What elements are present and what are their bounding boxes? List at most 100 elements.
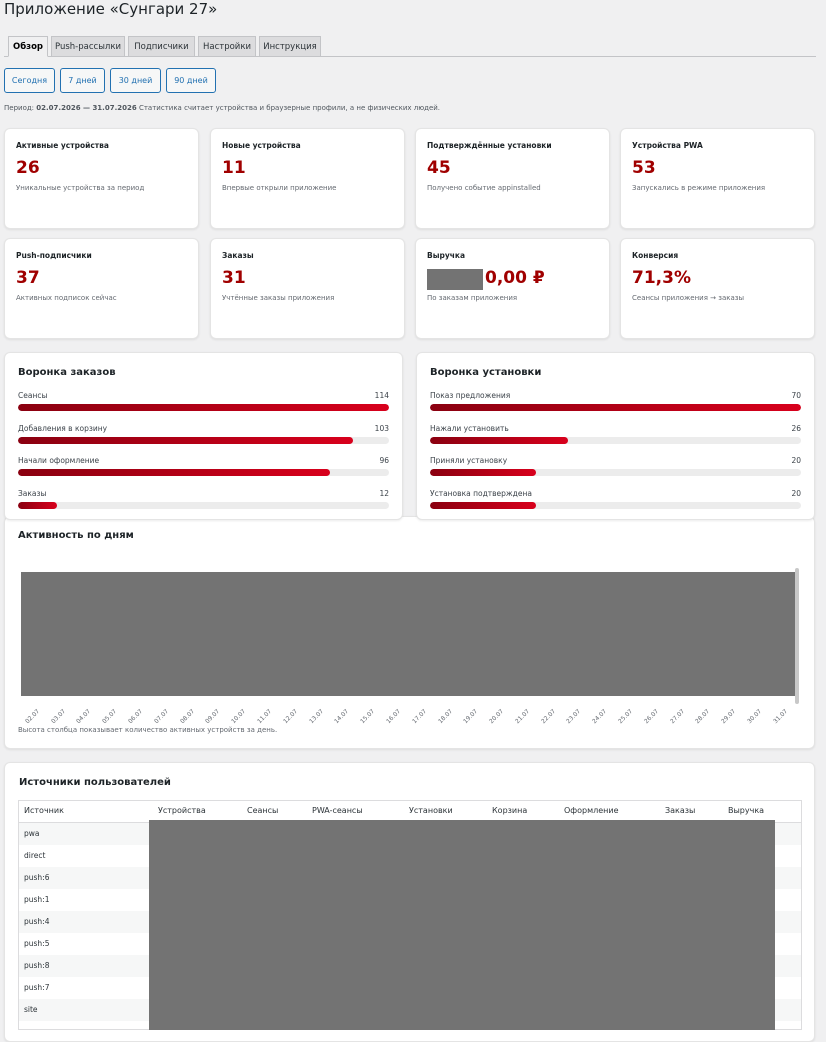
row-label: site (24, 1005, 38, 1014)
step-label: Начали оформление (18, 456, 100, 465)
step-value: 114 (374, 391, 389, 400)
step-track (430, 404, 801, 411)
sources-title: Источники пользователей (19, 777, 171, 788)
step-label: Сеансы (18, 391, 48, 400)
row-label: direct (24, 851, 46, 860)
stat-card: Push-подписчики 37 Активных подписок сейча… (4, 238, 199, 339)
redacted-chart (21, 572, 795, 696)
column-header: Заказы (665, 806, 696, 815)
row-label: push:1 (24, 895, 50, 904)
step-label: Добавления в корзину (18, 423, 108, 433)
card-title: Подтверждённые установки (427, 141, 552, 150)
row-label: pwa (24, 829, 40, 838)
funnel-panel: Воронка заказов Сеансы 114 Добавления в кор… (4, 352, 403, 520)
card-subtitle: По заказам приложения (427, 294, 518, 302)
card-value: 45 (427, 158, 451, 178)
card-value: 37 (16, 268, 40, 288)
step-bar (18, 436, 354, 444)
step-track (430, 436, 801, 444)
column-header: Сеансы (247, 806, 279, 815)
step-value: 103 (374, 423, 389, 433)
step-bar (430, 436, 568, 444)
card-title: Новые устройства (222, 141, 301, 150)
step-bar (430, 404, 801, 411)
card-title: Push-подписчики (16, 251, 92, 260)
period-range: 02.07.2026 — 31.07.2026 (36, 104, 137, 112)
step-track (430, 469, 801, 476)
card-subtitle: Впервые открыли приложение (222, 184, 337, 192)
step-label: Приняли установку (430, 456, 508, 465)
step-label: Установка подтверждена (430, 488, 532, 498)
page-title: Приложение «Сунгари 27» (4, 0, 218, 18)
card-subtitle: Запускались в режиме приложения (632, 184, 766, 192)
card-value: 31 (222, 268, 246, 288)
row-label: push:4 (24, 917, 50, 926)
tab[interactable]: Подписчики (128, 36, 195, 57)
step-track (18, 436, 389, 444)
funnel-title: Воронка заказов (18, 367, 116, 378)
tab-divider (4, 56, 816, 57)
stat-card: Подтверждённые установки 45 Получено событ… (415, 128, 610, 229)
step-value: 12 (379, 488, 389, 498)
column-header: Выручка (728, 806, 765, 815)
column-header: Устройства (158, 806, 206, 815)
step-value: 70 (791, 391, 801, 400)
row-label: push:7 (24, 983, 50, 992)
row-label: push:6 (24, 873, 50, 882)
period-note: Статистика считает устройства и браузерн… (138, 104, 441, 112)
stat-card: Новые устройства 11 Впервые открыли прилож… (210, 128, 405, 229)
step-label: Заказы (18, 488, 47, 498)
row-label: push:5 (24, 939, 50, 948)
step-value: 20 (791, 456, 801, 465)
step-bar (430, 469, 536, 476)
stat-card: Выручка 0,00 ₽ По заказам приложения (415, 238, 610, 339)
step-value: 20 (791, 488, 801, 498)
period-button[interactable]: 30 дней (110, 68, 161, 93)
period-line: Период: 02.07.2026 — 31.07.2026 Статисти… (4, 104, 440, 112)
tab[interactable]: Инструкция (259, 36, 321, 57)
step-bar (18, 469, 331, 476)
card-value: 71,3% (632, 268, 691, 288)
column-header: Оформление (564, 806, 619, 815)
step-bar (18, 404, 389, 411)
stat-card: Заказы 31 Учтённые заказы приложения (210, 238, 405, 339)
tab[interactable]: Обзор (8, 36, 48, 57)
step-value: 96 (379, 456, 389, 465)
card-subtitle: Сеансы приложения → заказы (632, 294, 745, 302)
column-header: Источник (24, 806, 64, 815)
card-value: 0,00 ₽ (485, 268, 545, 288)
activity-title: Активность по дням (18, 530, 134, 541)
tab[interactable]: Push-рассылки (51, 36, 125, 57)
tab[interactable]: Настройки (198, 36, 256, 57)
step-label: Нажали установить (430, 423, 509, 433)
activity-note: Высота столбца показывает количество акт… (18, 726, 278, 734)
step-track (18, 469, 389, 476)
stat-card: Конверсия 71,3% Сеансы приложения → заказы (620, 238, 815, 339)
column-header: PWA-сеансы (312, 806, 363, 815)
card-title: Выручка (427, 251, 466, 260)
period-button[interactable]: 90 дней (166, 68, 216, 93)
row-label: push:8 (24, 961, 50, 970)
card-subtitle: Активных подписок сейчас (16, 294, 117, 302)
step-value: 26 (791, 423, 801, 433)
card-title: Заказы (222, 251, 254, 260)
period-button[interactable]: Сегодня (4, 68, 55, 93)
stat-card: Активные устройства 26 Уникальные устройст… (4, 128, 199, 229)
scrollbar (795, 568, 799, 704)
step-bar (430, 501, 536, 509)
stat-card: Устройства PWA 53 Запускались в режиме при… (620, 128, 815, 229)
card-value: 11 (222, 158, 246, 178)
period-button[interactable]: 7 дней (60, 68, 105, 93)
period-label: Период: (4, 104, 35, 112)
funnel-panel: Воронка установки Показ предложения 70 Нажа… (416, 352, 815, 520)
step-bar (18, 501, 58, 509)
card-subtitle: Учтённые заказы приложения (222, 294, 335, 302)
card-title: Устройства PWA (632, 141, 703, 150)
redaction (427, 269, 483, 290)
card-subtitle: Получено событие appinstalled (427, 184, 541, 192)
step-label: Показ предложения (430, 391, 511, 400)
column-header: Корзина (492, 806, 528, 815)
card-value: 53 (632, 158, 656, 178)
step-track (18, 404, 389, 411)
